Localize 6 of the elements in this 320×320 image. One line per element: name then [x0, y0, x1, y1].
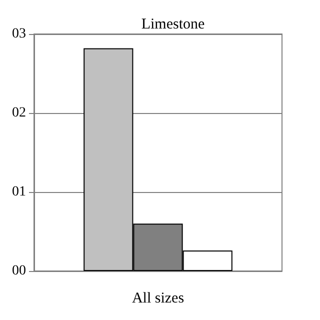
y-tick-label: 02 [12, 106, 26, 120]
y-tick-label: 03 [12, 26, 26, 42]
y-tick-label: 00 [12, 264, 26, 278]
chart-title: Limestone [141, 16, 205, 32]
x-tick-label: All sizes [132, 290, 184, 306]
y-tick-label: 01 [12, 184, 26, 200]
